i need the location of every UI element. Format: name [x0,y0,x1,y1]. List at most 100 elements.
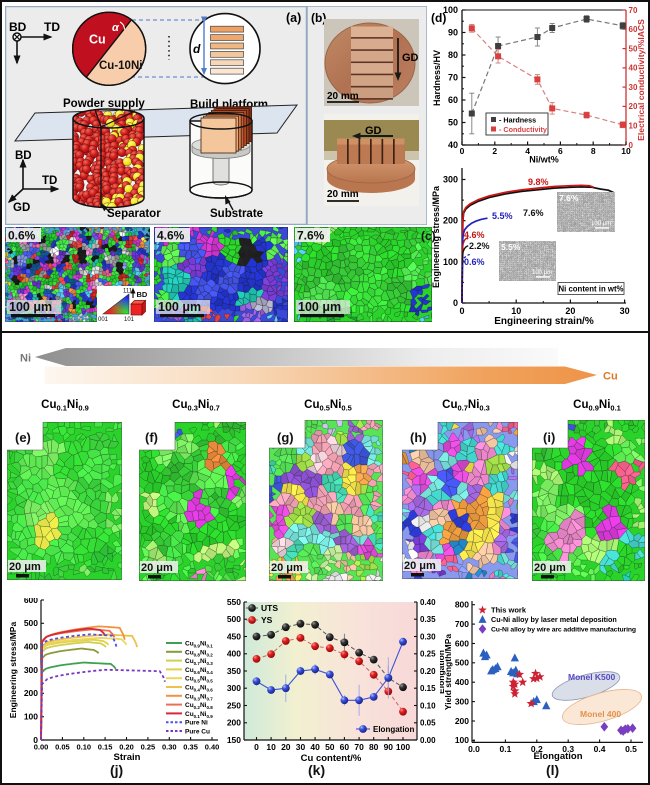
svg-text:30: 30 [296,742,306,752]
svg-text:600: 600 [455,638,469,648]
svg-text:Hardness/HV: Hardness/HV [432,50,442,106]
svg-text:20 mm: 20 mm [327,189,359,200]
svg-text:BD: BD [15,150,32,162]
svg-text:700: 700 [455,619,469,629]
svg-text:Separator: Separator [107,208,161,220]
svg-text:Cu0.3Ni0.7: Cu0.3Ni0.7 [172,399,220,413]
svg-text:400: 400 [227,649,241,659]
svg-text:50: 50 [448,118,458,128]
svg-text:0.40: 0.40 [420,598,436,607]
svg-text:300: 300 [443,175,458,185]
svg-text:Cu0.6Ni0.4: Cu0.6Ni0.4 [185,667,213,675]
svg-text:Cu0.9Ni0.1: Cu0.9Ni0.1 [185,641,213,649]
svg-text:(d): (d) [431,11,446,25]
svg-text:500: 500 [227,614,241,624]
svg-text:0.4: 0.4 [594,744,606,754]
svg-text:(a): (a) [286,11,301,25]
svg-text:111: 111 [123,289,133,295]
svg-text:60: 60 [340,742,350,752]
svg-text:Monel K500: Monel K500 [568,672,616,682]
svg-text:0.20: 0.20 [420,667,436,676]
svg-text:40: 40 [448,140,458,150]
svg-text:Cu0.7Ni0.3: Cu0.7Ni0.3 [185,658,213,666]
svg-text:Cu0.9Ni0.1: Cu0.9Ni0.1 [573,399,621,413]
svg-text:90: 90 [384,742,394,752]
svg-text:200: 200 [24,688,38,698]
svg-text:0.6%: 0.6% [8,229,36,243]
svg-text:0: 0 [33,735,38,745]
svg-text:Cu0.7Ni0.3: Cu0.7Ni0.3 [442,399,490,413]
svg-text:BD: BD [137,290,148,299]
svg-text:100 μm: 100 μm [591,221,611,227]
svg-text:Elongation: Elongation [373,725,414,734]
svg-text:40: 40 [310,742,320,752]
svg-text:20: 20 [565,306,575,316]
svg-text:Engineering stress/MPa: Engineering stress/MPa [10,622,18,719]
svg-text:100: 100 [396,742,410,752]
svg-text:400: 400 [24,642,38,652]
svg-text:Cu0.3Ni0.7: Cu0.3Ni0.7 [185,693,213,701]
svg-text:10: 10 [266,742,276,752]
svg-text:500: 500 [455,658,469,668]
svg-text:(b): (b) [311,11,326,25]
svg-text:0.05: 0.05 [420,719,436,728]
svg-text:Cu0.5Ni0.5: Cu0.5Ni0.5 [185,676,213,684]
svg-text:600: 600 [24,598,38,605]
svg-text:Cu: Cu [89,33,106,47]
svg-text:50: 50 [325,742,335,752]
svg-text:30: 30 [629,83,638,92]
svg-text:350: 350 [227,666,241,676]
svg-text:Powder supply: Powder supply [63,98,145,110]
svg-text:20 mm: 20 mm [327,91,359,102]
svg-text:0.05: 0.05 [55,743,70,752]
svg-text:20 μm: 20 μm [404,560,436,572]
svg-text:Cu content/%: Cu content/% [301,753,362,764]
svg-text:8: 8 [591,146,596,156]
svg-text:80: 80 [369,742,379,752]
svg-text:- Hardness: - Hardness [499,116,536,125]
svg-text:30: 30 [620,306,630,316]
svg-text:100: 100 [24,712,38,722]
svg-text:0: 0 [460,146,465,156]
svg-text:0.10: 0.10 [420,701,436,710]
svg-text:250: 250 [227,700,241,710]
svg-text:450: 450 [227,631,241,641]
svg-text:0.15: 0.15 [98,743,113,752]
svg-text:0.40: 0.40 [205,743,220,752]
svg-text:2.2%: 2.2% [469,241,490,251]
svg-text:Ni/wt%: Ni/wt% [529,155,559,165]
svg-text:150: 150 [227,735,241,745]
svg-text:90: 90 [448,28,458,38]
svg-text:80: 80 [448,50,458,60]
svg-text:101: 101 [124,317,135,322]
svg-text:Substrate: Substrate [210,208,263,220]
svg-text:20 μm: 20 μm [271,562,303,574]
svg-text:100 μm: 100 μm [9,300,52,314]
svg-text:20 μm: 20 μm [141,562,173,574]
svg-text:Cu0.5Ni0.5: Cu0.5Ni0.5 [304,399,352,413]
svg-text:0: 0 [254,742,259,752]
svg-text:800: 800 [455,600,469,610]
svg-text:550: 550 [227,598,241,607]
svg-text:7.6%: 7.6% [523,208,544,218]
svg-text:0.5: 0.5 [625,744,637,754]
svg-text:100 μm: 100 μm [158,300,201,314]
svg-text:Cu-Ni alloy by laser metal dep: Cu-Ni alloy by laser metal deposition [491,615,617,624]
svg-text:5.5%: 5.5% [492,211,513,221]
svg-text:4.6%: 4.6% [464,230,485,240]
svg-text:Cu-Ni alloy by wire arc additi: Cu-Ni alloy by wire arc additive manufac… [491,627,636,634]
svg-text:300: 300 [455,696,469,706]
svg-text:Cu0.2Ni0.8: Cu0.2Ni0.8 [185,702,213,710]
svg-text:0.2: 0.2 [531,744,543,754]
svg-text:70: 70 [448,73,458,83]
svg-text:d: d [193,42,201,56]
svg-text:0.1: 0.1 [499,744,511,754]
svg-text:Ni: Ni [20,353,31,365]
svg-text:20: 20 [629,102,638,111]
svg-text:0.00: 0.00 [34,743,49,752]
svg-text:0.00: 0.00 [420,736,436,745]
svg-text:Engineering stress/MPa: Engineering stress/MPa [431,185,441,288]
svg-text:Elongation: Elongation [440,650,446,694]
svg-text:Yield strength/MPa: Yield strength/MPa [443,634,453,710]
svg-text:6: 6 [558,146,563,156]
